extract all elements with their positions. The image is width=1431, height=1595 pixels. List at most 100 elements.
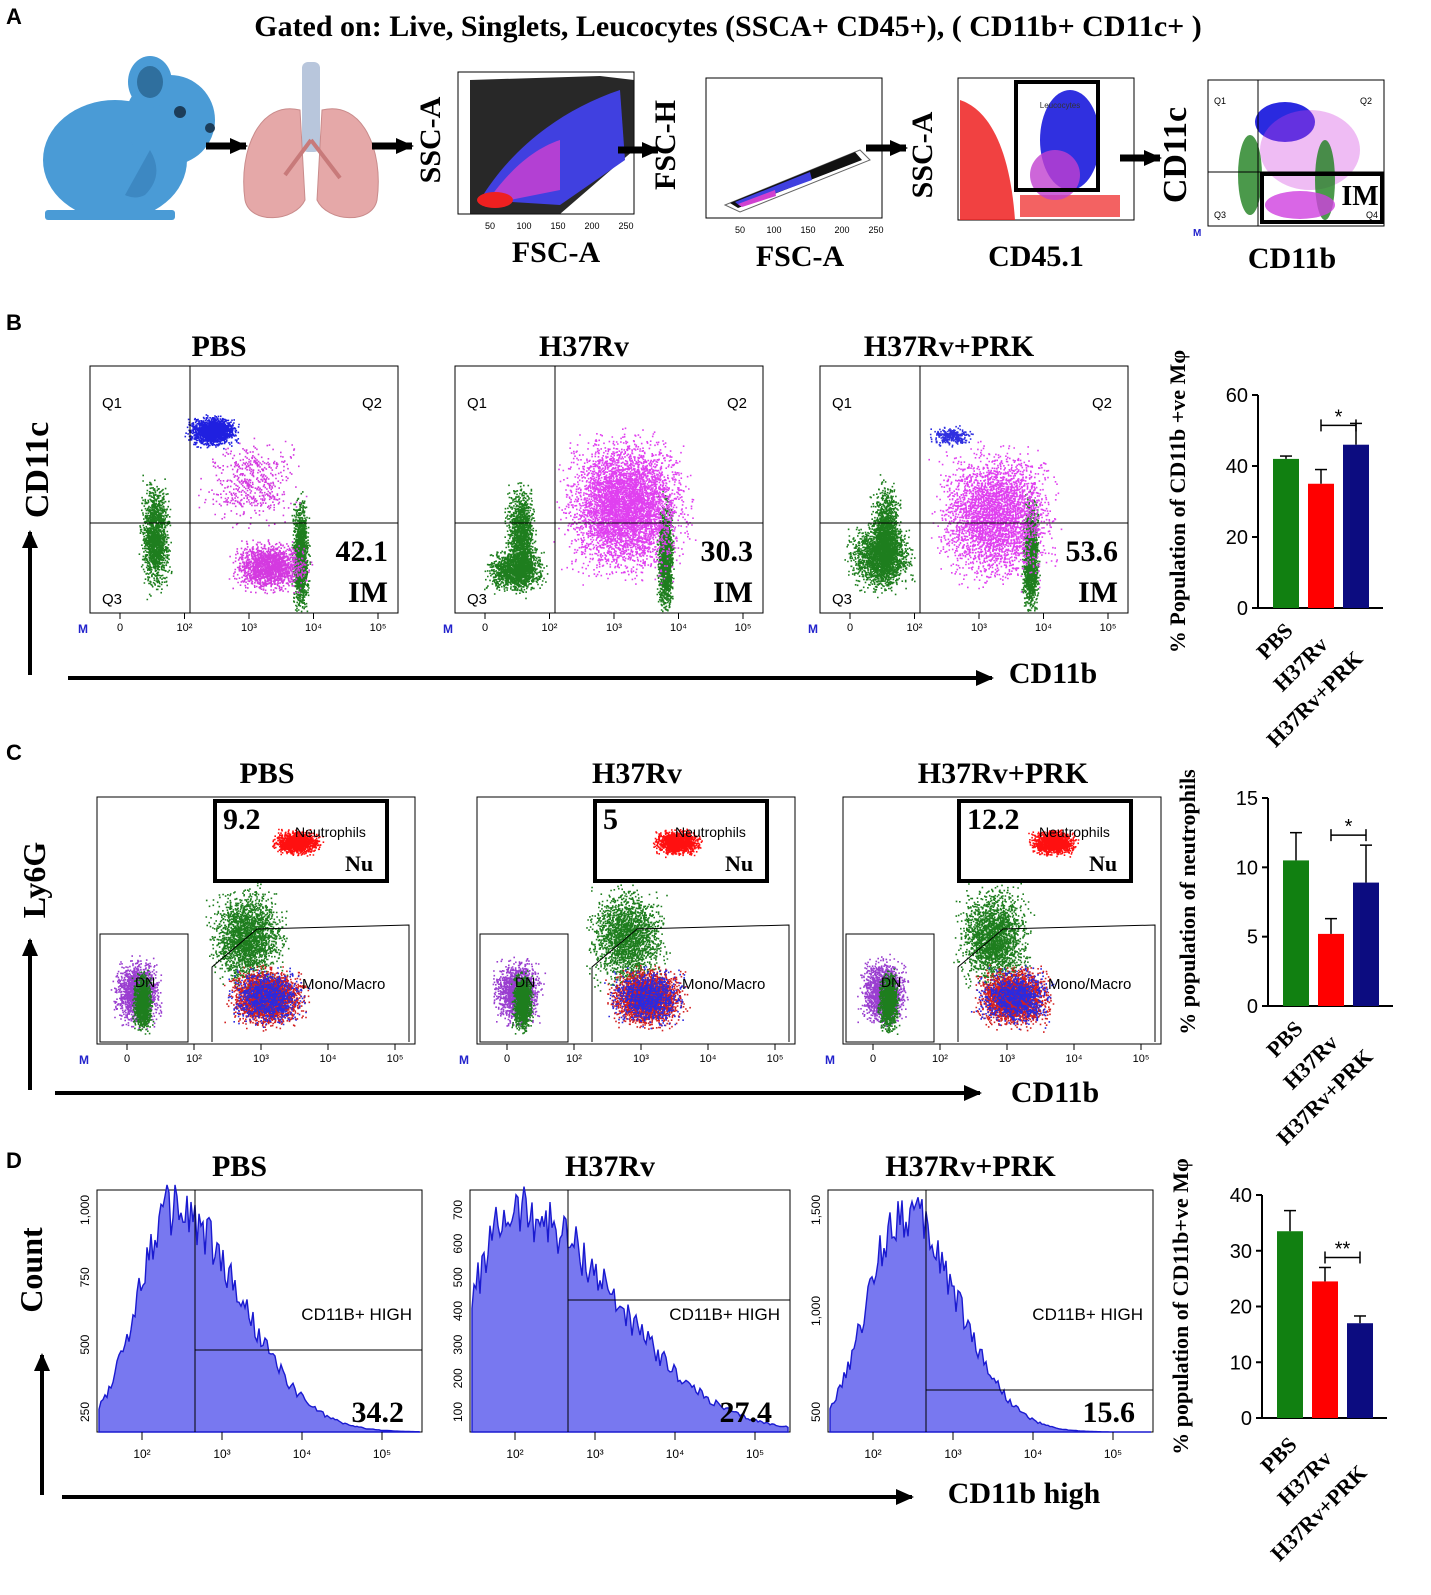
event-cloud: [291, 491, 312, 613]
gating-header: Gated on: Live, Singlets, Leucocytes (SS…: [254, 10, 1202, 43]
y-tick-label: 30: [1230, 1241, 1252, 1263]
quadrant-label: Q3: [102, 591, 122, 608]
y-tick-label: 1,000: [78, 1195, 92, 1225]
tick-label: 150: [800, 225, 815, 235]
x-axis-label-cd11b-high: CD11b high: [948, 1477, 1101, 1510]
event-cloud: [1028, 829, 1080, 858]
y-tick-label: 20: [1226, 527, 1248, 549]
mouse-icon: [43, 56, 215, 220]
m-marker: M: [825, 1053, 835, 1067]
axis-label-cd11b: CD11b: [1248, 242, 1336, 275]
gating-plot-cd11c-cd11b: IM Q1 Q2 Q3 Q4 M CD11c CD11b: [1157, 79, 1385, 275]
tick-label: 0: [504, 1053, 510, 1065]
y-tick-label: 750: [78, 1267, 92, 1287]
quadrant-label: Q1: [467, 395, 487, 412]
gate-label-nu: Nu: [1089, 851, 1117, 876]
y-tick-label: 0: [1237, 598, 1248, 620]
histogram-h37rv: CD11B+ HIGH 27.4 H37Rv 700 600 500 400 300 200 10…: [451, 1150, 791, 1461]
bar-h37rv-prk: [1353, 882, 1379, 1006]
histogram-fill: [98, 1184, 421, 1433]
percentage-value: 15.6: [1083, 1396, 1136, 1429]
tick-label: 10⁴: [293, 1447, 312, 1461]
tick-label: 10⁵: [1100, 622, 1117, 634]
tick-label: 10⁴: [700, 1053, 717, 1065]
dotplot-h37rv-prk: Q1 Q2 Q3 53.6 IM H37Rv+PRK M 0 10² 10³ 10⁴ 10⁵: [808, 330, 1129, 636]
y-tick-label: 1,000: [809, 1296, 823, 1326]
tick-label: 10³: [971, 622, 987, 634]
bar-h37rv: [1318, 933, 1344, 1006]
event-cloud: [928, 440, 1063, 593]
panel-letter-c: C: [6, 740, 22, 765]
quadrant-label: Q3: [1214, 210, 1226, 220]
bar-h37rv: [1312, 1281, 1338, 1418]
tick-label: 10⁴: [1035, 622, 1052, 634]
significance-label: *: [1345, 816, 1353, 838]
dn-gate: [845, 933, 935, 1043]
gate-label-mono-macro: Mono/Macro: [1048, 976, 1131, 993]
histogram-h37rv-prk: CD11B+ HIGH 15.6 H37Rv+PRK 1,500 1,000 500 10²…: [809, 1150, 1154, 1461]
plot-title: H37Rv+PRK: [885, 1150, 1056, 1183]
event-cloud: [604, 966, 686, 1030]
y-tick-label: 40: [1230, 1185, 1252, 1207]
quadrant-label: Q1: [1214, 96, 1226, 106]
im-gate-label: IM: [1341, 181, 1378, 212]
dn-gate: [479, 933, 569, 1043]
plot-title: PBS: [191, 330, 246, 363]
quadrant-label: Q2: [727, 395, 747, 412]
tick-label: 0: [847, 622, 853, 634]
gate-label-nu: Nu: [725, 851, 753, 876]
tick-label: 10²: [932, 1053, 948, 1065]
y-tick-label: 100: [451, 1402, 465, 1422]
tick-label: 10²: [907, 622, 923, 634]
bar-pbs: [1273, 458, 1299, 608]
event-cloud: [131, 969, 155, 1035]
quadrant-label: Q3: [832, 591, 852, 608]
significance-label: **: [1335, 1238, 1351, 1260]
tick-label: 10³: [213, 1447, 230, 1461]
m-marker: M: [808, 622, 818, 636]
gate-label-neutrophils: Neutrophils: [1039, 824, 1110, 840]
quadrant-label: Q1: [102, 395, 122, 412]
tick-label: 10⁴: [1066, 1053, 1083, 1065]
tick-label: 250: [618, 221, 633, 231]
axis-label-fsc-h: FSC-H: [649, 100, 682, 190]
tick-label: 150: [550, 221, 565, 231]
y-tick-label: 500: [78, 1334, 92, 1354]
histogram-fill: [829, 1197, 1151, 1433]
dotplot-pbs: 9.2 Neutrophils Nu DN Mono/Macro PBS M 0 10² 10³ 1…: [79, 757, 416, 1067]
gate-label: Leucocytes: [1040, 101, 1080, 110]
tick-label: 10⁴: [320, 1053, 337, 1065]
event-cloud: [272, 828, 325, 857]
tick-label: 0: [482, 622, 488, 634]
mono-macro-gate: [591, 924, 790, 1042]
percentage-value: 42.1: [336, 535, 389, 568]
dotplot-h37rv: 5 Neutrophils Nu DN Mono/Macro H37Rv M 0 10² 10³ 1…: [459, 757, 796, 1067]
y-axis-label-ly6g: Ly6G: [16, 842, 52, 919]
y-axis-label: % Population of CD11b +ve Mφ: [1165, 350, 1190, 653]
event-cloud: [970, 965, 1055, 1030]
tick-label: 10²: [864, 1447, 881, 1461]
tick-label: 10²: [133, 1447, 150, 1461]
event-cloud: [510, 970, 535, 1035]
event-cloud: [227, 967, 311, 1028]
m-marker: M: [78, 622, 88, 636]
dotplot-pbs: Q1 Q2 Q3 42.1 IM PBS M 0 10² 10³ 10⁴ 10⁵: [78, 330, 399, 636]
gate-label-mono-macro: Mono/Macro: [682, 976, 765, 993]
tick-label: 10³: [241, 622, 257, 634]
m-marker: M: [79, 1053, 89, 1067]
bar-pbs: [1283, 860, 1309, 1006]
axis-label-cd11c: CD11c: [1157, 107, 1194, 203]
event-cloud: [184, 414, 240, 450]
gate-label-dn: DN: [515, 974, 535, 990]
y-tick-label: 300: [451, 1334, 465, 1354]
y-tick-label: 500: [451, 1267, 465, 1287]
axis-label-ssc-a: SSC-A: [906, 111, 939, 198]
gate-label: CD11B+ HIGH: [1032, 1305, 1143, 1324]
y-tick-label: 60: [1226, 385, 1248, 407]
event-cloud: [205, 879, 290, 993]
mono-macro-gate: [211, 924, 410, 1042]
tick-label: 100: [766, 225, 781, 235]
tick-label: 10⁵: [387, 1053, 404, 1065]
event-cloud: [652, 828, 703, 859]
dotplot-h37rv: Q1 Q2 Q3 30.3 IM H37Rv M 0 10² 10³ 10⁴ 10⁵: [443, 330, 764, 636]
